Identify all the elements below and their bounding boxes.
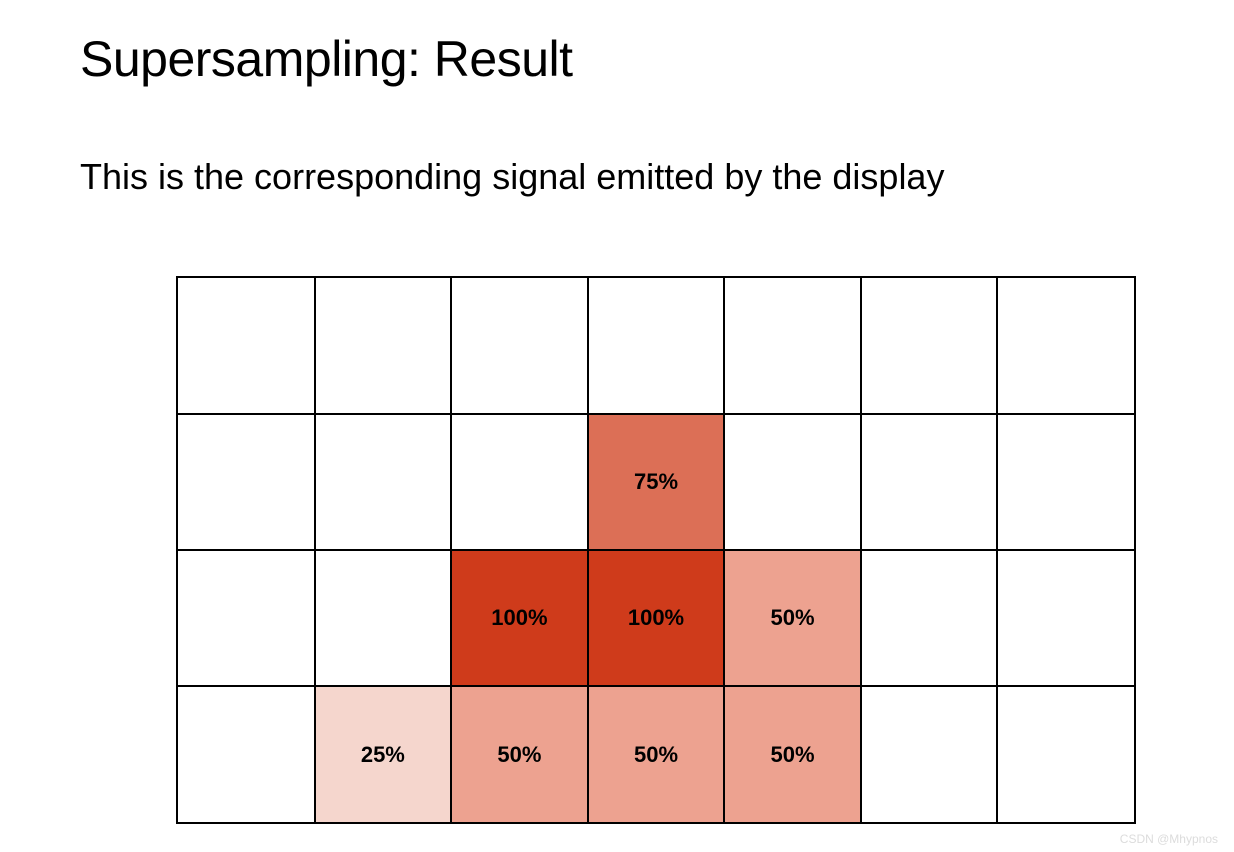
- grid-cell: [315, 550, 452, 686]
- grid-cell: 50%: [724, 686, 861, 822]
- grid-cell: [451, 278, 588, 414]
- grid-cell: [588, 278, 725, 414]
- grid-cell: 50%: [724, 550, 861, 686]
- grid-cell: [861, 550, 998, 686]
- grid-cell: 25%: [315, 686, 452, 822]
- sampling-grid-inner: 75%100%100%50%25%50%50%50%: [176, 276, 1136, 824]
- grid-cell: [178, 686, 315, 822]
- grid-cell: [178, 414, 315, 550]
- grid-cell: [997, 278, 1134, 414]
- grid-cell: 50%: [588, 686, 725, 822]
- grid-cell: [315, 278, 452, 414]
- page-title: Supersampling: Result: [80, 30, 573, 88]
- watermark: CSDN @Mhypnos: [1120, 832, 1218, 846]
- grid-cell: 50%: [451, 686, 588, 822]
- grid-cell: [178, 550, 315, 686]
- grid-cell: [861, 686, 998, 822]
- grid-cell: 100%: [588, 550, 725, 686]
- grid-cell: [997, 414, 1134, 550]
- grid-cell: 75%: [588, 414, 725, 550]
- grid-cell: [451, 414, 588, 550]
- grid-cell: [997, 550, 1134, 686]
- grid-cell: [997, 686, 1134, 822]
- grid-cell: [315, 414, 452, 550]
- grid-cell: 100%: [451, 550, 588, 686]
- sampling-grid: 75%100%100%50%25%50%50%50%: [176, 276, 1136, 824]
- grid-cell: [178, 278, 315, 414]
- grid-cell: [861, 414, 998, 550]
- grid-cell: [724, 414, 861, 550]
- grid-cell: [861, 278, 998, 414]
- page-subtitle: This is the corresponding signal emitted…: [80, 156, 944, 198]
- grid-cell: [724, 278, 861, 414]
